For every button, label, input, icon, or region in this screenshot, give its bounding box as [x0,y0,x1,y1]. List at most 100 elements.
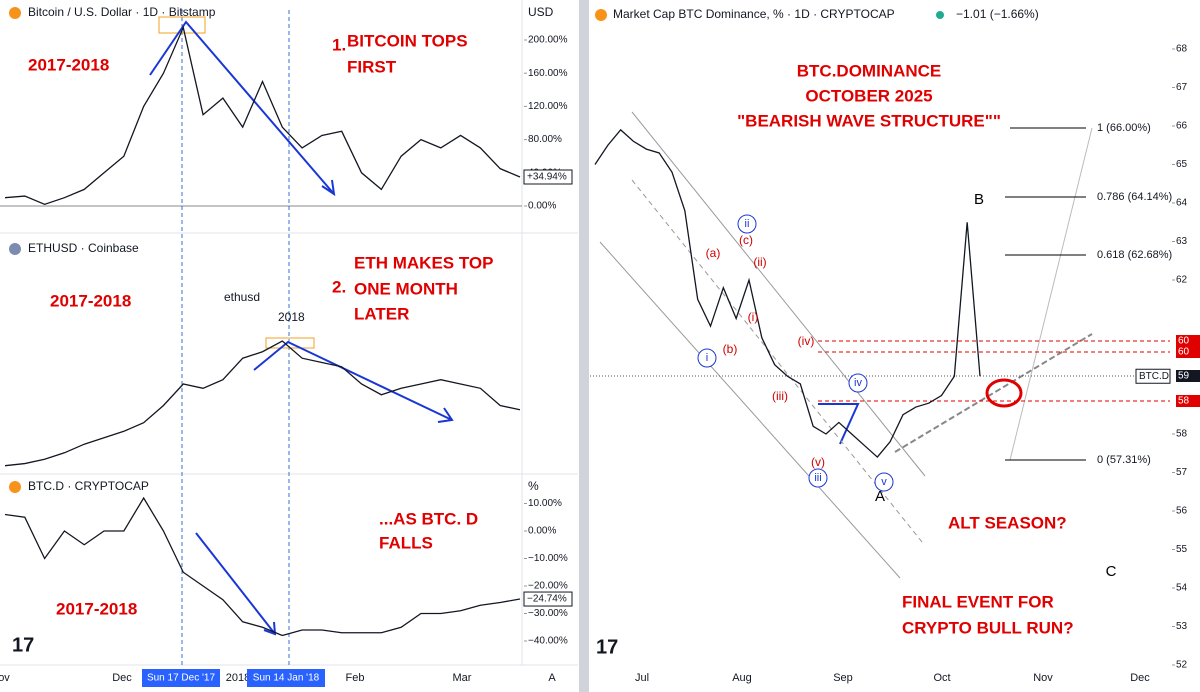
wave-label: (i) [748,310,759,324]
y-tick-label: 63 [1176,236,1188,247]
wave-label: (v) [811,455,825,469]
channel-lines [599,111,1093,579]
annotation: ONE MONTH [354,279,458,298]
annotation: FALLS [379,533,433,552]
price-tag-label: 59 [1178,371,1190,382]
panel-title: Bitcoin / U.S. Dollar · 1D · Bitstamp [28,5,216,19]
fib-label: 0 (57.31%) [1097,454,1151,466]
panel-title: ETHUSD · Coinbase [28,241,139,255]
y-tick-label: 54 [1176,583,1188,594]
y-tick-label: 66 [1176,121,1188,132]
tv-logo: 17 [12,634,34,656]
y-tick-label: 160.00% [528,68,568,79]
crosshair-date [142,669,220,687]
last-value-badge [523,169,573,185]
x-tick-label: ov [0,672,10,684]
fib-label: 1 (66.00%) [1097,122,1151,134]
tv-logo: 17 [596,636,618,658]
fib-lines [1005,127,1086,461]
wave-circle [808,468,828,488]
y-tick-label: 57 [1176,467,1188,478]
x-tick-label: Oct [933,672,950,684]
logo [9,7,21,19]
change: −1.01 (−1.66%) [956,7,1039,21]
annotation: 2. [332,277,346,296]
price-tag [1176,335,1200,347]
annotation: 2017-2018 [50,291,131,310]
annotation: FINAL EVENT FOR [902,592,1054,611]
logo [9,481,21,493]
annotation: ETH MAKES TOP [354,253,493,272]
y-tick-label: 0.00% [528,526,556,537]
x-tick-label: Jul [635,672,649,684]
fib-label: 0.618 (62.68%) [1097,249,1172,261]
wave-label: A [875,488,885,505]
annotation: 2018 [278,310,305,324]
y-tick-label: −30.00% [528,608,568,619]
y-tick-label: −20.00% [528,581,568,592]
wave-label: iii [814,472,821,484]
wave-label: v [881,476,887,488]
wave-label: (c) [739,233,753,247]
wave-label: i [706,352,708,364]
annotation: 1. [332,35,346,54]
x-tick-label: Sun 17 Dec '17 [147,673,216,684]
price-tag [1176,346,1200,358]
logo [9,243,21,255]
logo [595,9,607,21]
annotation: 2017-2018 [56,599,137,618]
y-tick-label: 68 [1176,44,1188,55]
x-tick-label: Sep [833,672,853,684]
x-tick-label: Nov [1033,672,1053,684]
x-tick-label: Sun 14 Jan '18 [253,673,320,684]
last-value-label: BTC.D [1139,371,1169,382]
y-tick-label: 55 [1176,544,1188,555]
last-value-badge [1135,368,1171,384]
last-value-badge [523,591,573,607]
price-tag-label: 58 [1178,396,1190,407]
wave-circle [848,373,868,393]
x-tick-label: Mar [453,672,472,684]
y-tick-label: −40.00% [528,636,568,647]
y-tick-label: 10.00% [528,498,562,509]
wave-label: (ii) [753,255,766,269]
wave-label: (iii) [772,389,788,403]
y-tick-label: 58 [1176,429,1188,440]
wave-label: iv [854,377,862,389]
crosshair-date [247,669,325,687]
wave-label: (b) [723,342,738,356]
x-tick-label: Dec [112,672,132,684]
x-tick-label: 2018 [226,672,250,684]
price-line [4,340,521,467]
annotation: OCTOBER 2025 [805,86,932,105]
last-value-label: +34.94% [527,172,567,183]
annotation: ...AS BTC. D [379,509,478,528]
y-tick-label: 53 [1176,621,1188,632]
x-tick-label: A [548,672,556,684]
price-tag [1176,370,1200,382]
level-lines [818,340,1170,402]
y-tick-label: −10.00% [528,553,568,564]
wave-circle [697,348,717,368]
price-line [4,496,521,637]
wave-circle [737,214,757,234]
y-tick-label: 200.00% [528,35,568,46]
wave-label: (iv) [798,334,815,348]
wave-label: (a) [706,246,721,260]
y-tick-label: 56 [1176,506,1188,517]
annotation: "BEARISH WAVE STRUCTURE"" [737,111,1001,130]
status-dot [936,11,944,19]
arrows [149,20,860,636]
axis-unit: USD [528,5,554,19]
last-value-label: −24.74% [527,594,567,605]
panel-title: Market Cap BTC Dominance, % · 1D · CRYPT… [613,7,895,21]
annotation: BITCOIN TOPS [347,31,468,50]
panel-title: BTC.D · CRYPTOCAP [28,479,149,493]
annotation: FIRST [347,57,397,76]
x-tick-label: Aug [732,672,752,684]
wave-circle [874,472,894,492]
y-tick-label: 0.00% [528,201,556,212]
y-tick-label: 62 [1176,275,1188,286]
fib-label: 0.786 (64.14%) [1097,191,1172,203]
